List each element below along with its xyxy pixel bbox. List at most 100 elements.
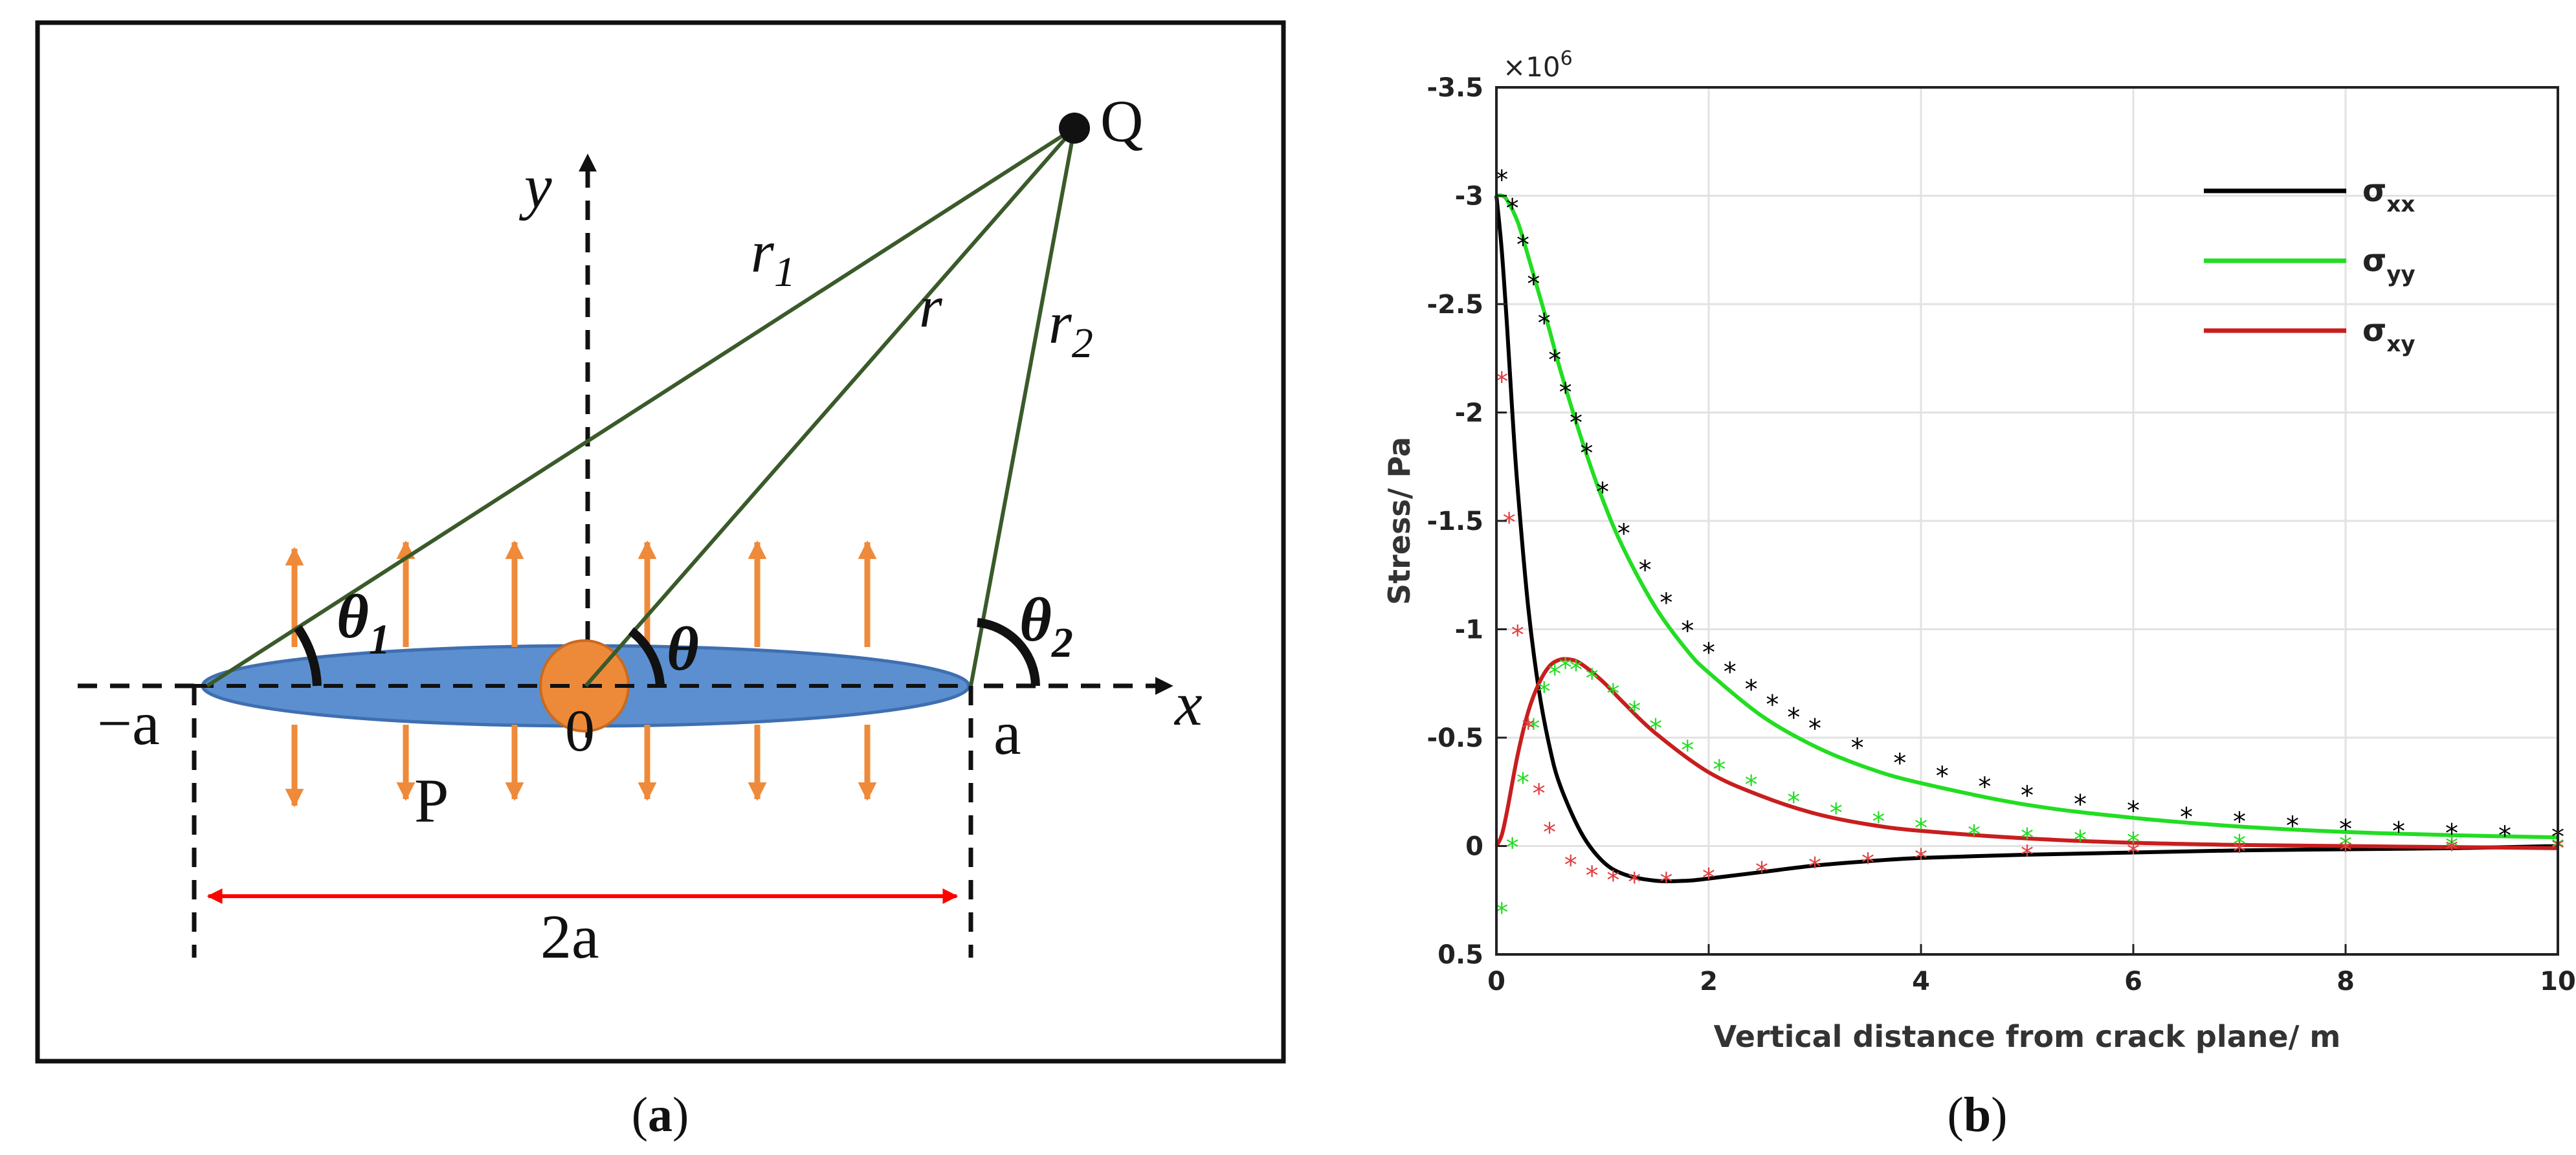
stress-chart: ****************** * *** * * * * * * * * * * * * ******… bbox=[1382, 47, 2576, 1054]
data-marker: * bbox=[1861, 848, 1874, 878]
data-marker: * bbox=[1681, 736, 1694, 765]
data-marker: * bbox=[1516, 230, 1529, 260]
data-marker: * bbox=[1495, 367, 1508, 397]
r2-label-sub: 2 bbox=[1072, 320, 1093, 367]
plus-a-label: a bbox=[994, 698, 1021, 767]
legend-label-xx: σxx bbox=[2362, 173, 2415, 217]
axis-ticks: 0 2 4 6 8 10-3.5-3-2.5-2-1.5-1-0.500.5 bbox=[1427, 73, 2576, 996]
data-marker: * bbox=[1628, 868, 1641, 897]
data-markers: ****************** * *** * * * * * * * * * * * * ******… bbox=[1495, 166, 2564, 928]
data-marker: * bbox=[1559, 378, 1572, 408]
y-tick-label: -0.5 bbox=[1427, 723, 1483, 753]
theta1-arc bbox=[294, 625, 322, 687]
data-marker: * bbox=[1808, 853, 1821, 883]
legend-label-main: σ bbox=[2362, 313, 2386, 349]
data-marker: * bbox=[1787, 787, 1800, 817]
r1-label-sub: 1 bbox=[774, 248, 795, 296]
data-marker: * bbox=[1548, 660, 1561, 690]
y-tick-label: 0.5 bbox=[1438, 940, 1483, 970]
x-tick-label: 2 bbox=[1700, 967, 1718, 996]
legend-label-main: σ bbox=[2362, 173, 2386, 209]
r1-label-main: r bbox=[751, 219, 775, 285]
data-marker: * bbox=[1506, 193, 1519, 223]
theta1-label: θ1 bbox=[337, 582, 390, 663]
data-marker: * bbox=[2445, 832, 2458, 862]
panel-b-caption-letter: b bbox=[1964, 1088, 1991, 1142]
point-q-label: Q bbox=[1100, 88, 1143, 154]
x-tick-label: 10 bbox=[2540, 967, 2576, 996]
data-marker: * bbox=[1851, 733, 1864, 763]
data-marker: * bbox=[1766, 690, 1779, 720]
y-tick-label: -2 bbox=[1455, 399, 1483, 428]
legend-label-main: σ bbox=[2362, 243, 2386, 279]
y-tick-label: -1 bbox=[1455, 615, 1483, 645]
r-label: r bbox=[919, 274, 943, 340]
data-marker: * bbox=[1527, 270, 1540, 300]
legend-label-sub: xy bbox=[2386, 331, 2415, 357]
y-tick-label: -2.5 bbox=[1427, 290, 1483, 320]
data-marker: * bbox=[2074, 790, 2087, 820]
theta-arc bbox=[628, 627, 665, 687]
data-marker: * bbox=[1495, 166, 1508, 195]
data-marker: * bbox=[2392, 817, 2405, 846]
exponent-label: ×106 bbox=[1503, 47, 1573, 83]
data-marker: * bbox=[1745, 675, 1758, 705]
data-marker: * bbox=[1724, 657, 1737, 687]
data-marker: * bbox=[2127, 839, 2140, 868]
data-marker: * bbox=[1522, 714, 1535, 743]
radius-line-r2 bbox=[969, 127, 1076, 687]
data-marker: * bbox=[2021, 823, 2034, 853]
data-marker: * bbox=[1660, 588, 1672, 618]
data-marker: * bbox=[1495, 898, 1508, 928]
data-marker: * bbox=[2233, 837, 2246, 867]
data-marker: * bbox=[1639, 556, 1652, 586]
data-marker: * bbox=[1681, 617, 1694, 646]
data-marker: * bbox=[1713, 755, 1726, 785]
data-marker: * bbox=[1538, 677, 1551, 707]
data-marker: * bbox=[2233, 830, 2246, 859]
data-marker: * bbox=[1606, 866, 1619, 896]
panel-b-caption-open: ( bbox=[1948, 1088, 1964, 1142]
data-marker: * bbox=[1830, 798, 1843, 828]
y-tick-label: -1.5 bbox=[1427, 507, 1483, 536]
data-marker: * bbox=[2339, 837, 2352, 866]
data-marker: * bbox=[1564, 850, 1577, 880]
crack-length-label: 2a bbox=[540, 902, 599, 971]
y-axis-title: Stress/ Pa bbox=[1382, 437, 1417, 605]
data-marker: * bbox=[2127, 797, 2140, 826]
pressure-label: P bbox=[414, 766, 449, 835]
r1-label: r1 bbox=[751, 219, 795, 296]
data-marker: * bbox=[1506, 833, 1519, 863]
data-marker: * bbox=[1548, 346, 1561, 375]
series-line-yy bbox=[1496, 193, 2559, 840]
data-series bbox=[1494, 193, 2559, 883]
data-marker: * bbox=[2021, 841, 2034, 870]
x-axis-title: Vertical distance from crack plane/ m bbox=[1714, 1019, 2341, 1054]
data-marker: * bbox=[1527, 714, 1540, 743]
data-marker: * bbox=[2021, 781, 2034, 811]
data-marker: * bbox=[1538, 309, 1551, 338]
data-marker: * bbox=[1628, 696, 1641, 726]
y-tick-label: -3.5 bbox=[1427, 73, 1483, 103]
data-marker: * bbox=[1570, 655, 1582, 685]
data-marker: * bbox=[1660, 868, 1672, 897]
data-marker: * bbox=[1617, 519, 1630, 549]
data-marker: * bbox=[1978, 773, 1991, 802]
series-line-xx bbox=[1494, 195, 2559, 883]
theta2-label-sub: 2 bbox=[1051, 619, 1073, 666]
data-marker: * bbox=[1808, 714, 1821, 743]
data-marker: * bbox=[2286, 811, 2299, 841]
data-marker: * bbox=[1606, 679, 1619, 709]
y-axis-label: y bbox=[518, 151, 552, 221]
data-marker: * bbox=[2445, 819, 2458, 849]
data-marker: * bbox=[1516, 768, 1529, 798]
x-tick-label: 0 bbox=[1487, 967, 1505, 996]
x-tick-label: 6 bbox=[2124, 967, 2142, 996]
theta-label: θ bbox=[667, 614, 699, 683]
data-marker: * bbox=[1543, 818, 1556, 848]
data-marker: * bbox=[1570, 408, 1582, 438]
theta2-label: θ2 bbox=[1019, 585, 1073, 666]
data-marker: * bbox=[2339, 831, 2352, 861]
